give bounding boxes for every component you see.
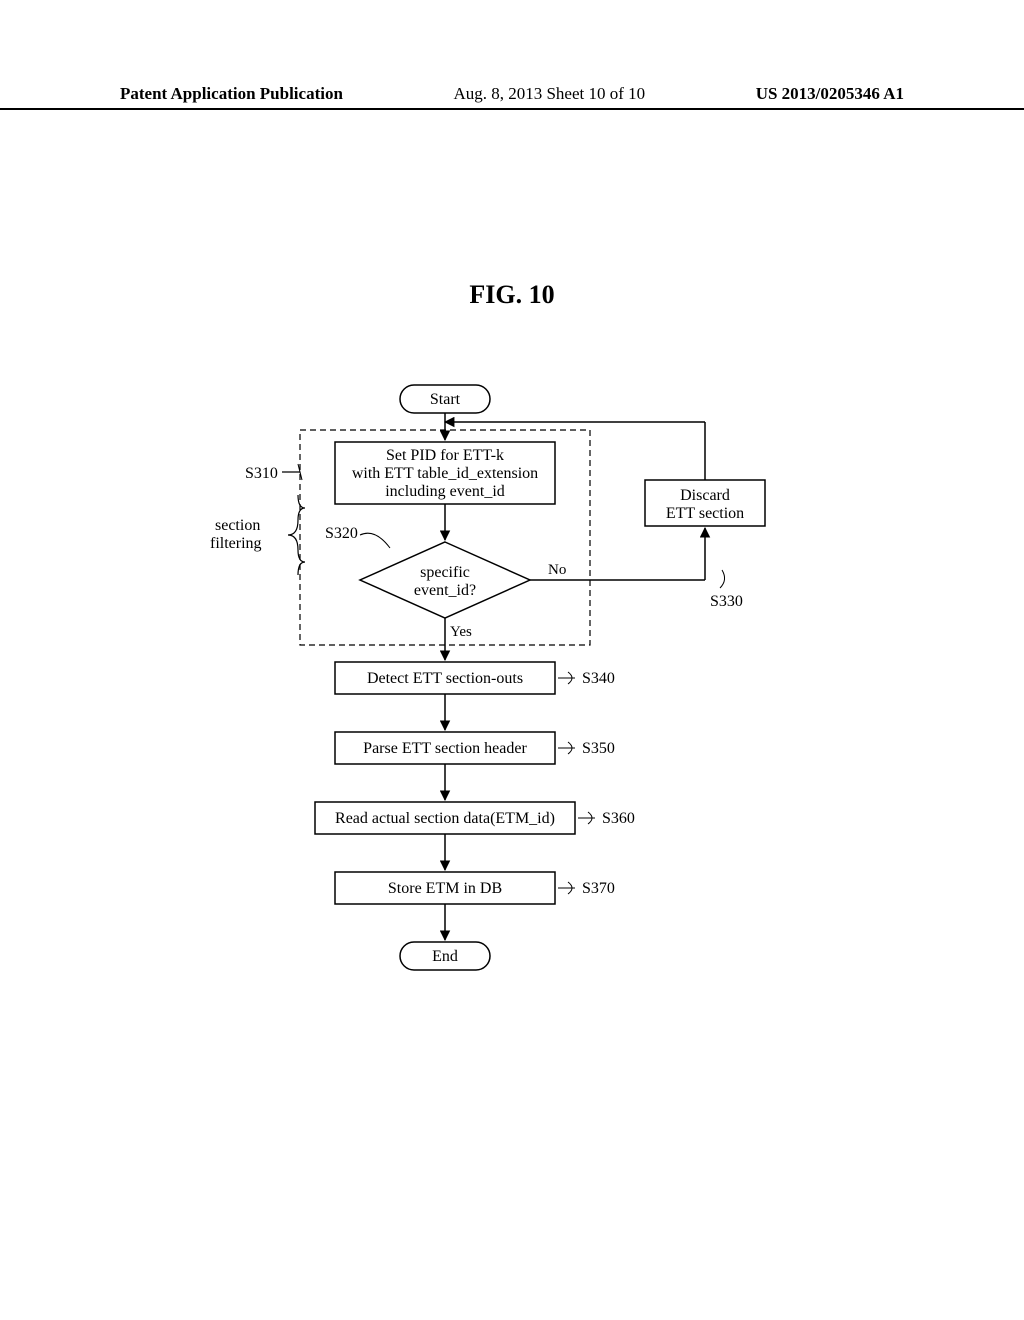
label-s370: S370 [582, 880, 615, 897]
label-section-filtering2: filtering [210, 535, 262, 552]
start-label: Start [430, 391, 461, 408]
header-right: US 2013/0205346 A1 [756, 84, 904, 104]
figure-title: FIG. 10 [0, 280, 1024, 310]
s320-connector [360, 533, 390, 548]
s310-line1: Set PID for ETT-k [386, 447, 504, 464]
discard-line1: Discard [680, 487, 730, 504]
label-s320: S320 [325, 525, 358, 542]
s310-box: Set PID for ETT-k with ETT table_id_exte… [335, 442, 555, 504]
s310-line2: with ETT table_id_extension [352, 465, 538, 482]
label-s330: S330 [710, 593, 743, 610]
s350-box: Parse ETT section header [335, 732, 555, 764]
s370-text: Store ETM in DB [388, 880, 502, 897]
discard-line2: ETT section [666, 505, 744, 522]
brace-icon [288, 495, 305, 575]
header-left: Patent Application Publication [120, 84, 343, 104]
end-node: End [400, 942, 490, 970]
s310-line3: including event_id [385, 483, 505, 500]
s370-box: Store ETM in DB [335, 872, 555, 904]
label-s350: S350 [582, 740, 615, 757]
end-label: End [432, 948, 458, 965]
s360-box: Read actual section data(ETM_id) [315, 802, 575, 834]
label-s310: S310 [245, 465, 278, 482]
label-section-filtering1: section [215, 517, 260, 534]
label-s360: S360 [602, 810, 635, 827]
s330-connector [720, 570, 725, 588]
header-mid: Aug. 8, 2013 Sheet 10 of 10 [453, 84, 645, 104]
decision-line1: specific [420, 564, 470, 581]
s340-text: Detect ETT section-outs [367, 670, 523, 687]
s360-text: Read actual section data(ETM_id) [335, 810, 555, 827]
label-yes: Yes [450, 624, 472, 640]
s340-box: Detect ETT section-outs [335, 662, 555, 694]
decision-node: specific event_id? [360, 542, 530, 618]
page-header: Patent Application Publication Aug. 8, 2… [0, 84, 1024, 110]
discard-box: Discard ETT section [645, 480, 765, 526]
page: Patent Application Publication Aug. 8, 2… [0, 0, 1024, 1320]
start-node: Start [400, 385, 490, 413]
label-no: No [548, 562, 566, 578]
decision-line2: event_id? [414, 582, 476, 599]
s350-text: Parse ETT section header [363, 740, 527, 757]
label-s340: S340 [582, 670, 615, 687]
header-row: Patent Application Publication Aug. 8, 2… [0, 84, 1024, 104]
flowchart: Start Set PID for ETT-k with ETT table_i… [150, 380, 850, 1020]
